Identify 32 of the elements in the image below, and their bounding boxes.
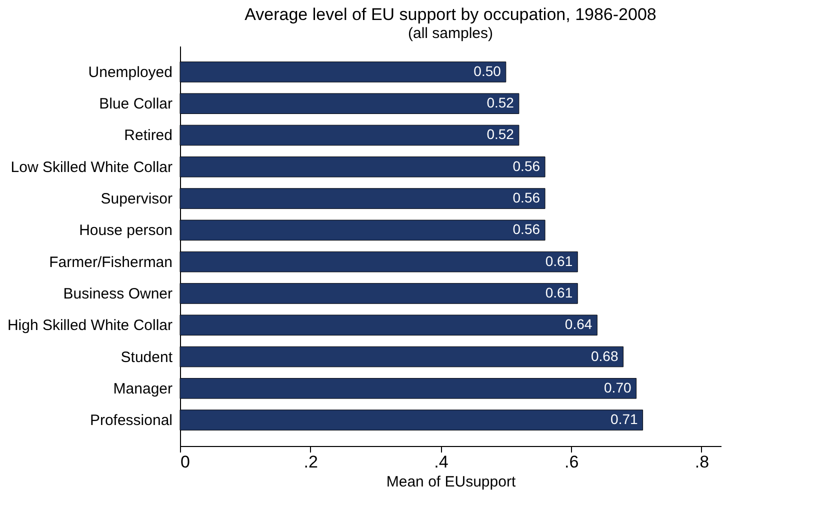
chart-title: Average level of EU support by occupation, 1986-2008	[244, 5, 656, 24]
data-label: 0.71	[610, 411, 638, 428]
data-label: 0.52	[486, 94, 514, 111]
y-tick-label: Business Owner	[63, 285, 172, 302]
data-label: 0.61	[545, 284, 573, 300]
data-label: 0.50	[474, 62, 502, 79]
y-tick-label: Farmer/Fisherman	[49, 254, 172, 271]
y-tick-label: Blue Collar	[99, 96, 172, 113]
data-label: 0.61	[545, 252, 573, 269]
data-label: 0.70	[604, 379, 632, 396]
chart-subtitle: (all samples)	[408, 25, 494, 42]
y-tick-label: Professional	[90, 412, 172, 430]
y-tick-label: High Skilled White Collar	[7, 317, 172, 334]
data-label: 0.56	[512, 190, 540, 206]
y-tick-label: House person	[79, 222, 172, 240]
y-tick-label: Retired	[124, 127, 172, 144]
data-label: 0.56	[512, 221, 540, 238]
x-tick-label: .4	[434, 452, 448, 472]
y-tick-label: Low Skilled White Collar	[10, 158, 172, 176]
x-tick-label: .8	[694, 452, 710, 472]
data-label: 0.64	[564, 316, 592, 332]
y-tick-label: Student	[120, 348, 174, 366]
x-tick-label: .2	[304, 452, 318, 472]
x-tick-label: 0	[180, 452, 190, 472]
x-axis-title: Mean of EUsupport	[386, 474, 516, 490]
x-tick-label: .6	[564, 452, 579, 472]
data-label: 0.68	[590, 348, 618, 364]
data-label: 0.52	[486, 126, 514, 142]
y-tick-label: Unemployed	[88, 64, 172, 81]
data-label: 0.56	[512, 158, 540, 174]
y-tick-label: Supervisor	[100, 190, 172, 208]
y-tick-label: Manager	[113, 380, 173, 398]
